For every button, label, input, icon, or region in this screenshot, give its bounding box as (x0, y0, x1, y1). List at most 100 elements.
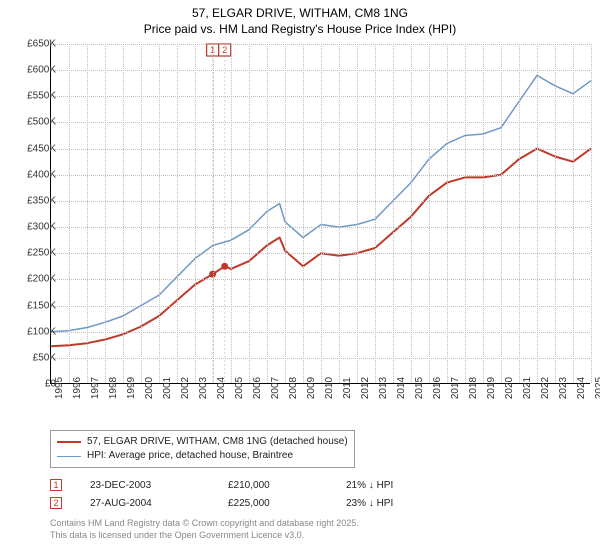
x-tick-label: 2012 (360, 377, 371, 399)
title-block: 57, ELGAR DRIVE, WITHAM, CM8 1NG Price p… (0, 0, 600, 37)
x-tick-label: 2020 (504, 377, 515, 399)
subtitle-line: Price paid vs. HM Land Registry's House … (0, 22, 600, 38)
sale-date: 27-AUG-2004 (90, 498, 200, 509)
x-tick-label: 2017 (450, 377, 461, 399)
x-tick-label: 2010 (324, 377, 335, 399)
x-tick-label: 2025 (594, 377, 600, 399)
x-tick-label: 2008 (288, 377, 299, 399)
x-tick-label: 2003 (198, 377, 209, 399)
legend-swatch (57, 456, 81, 457)
x-tick-label: 1996 (72, 377, 83, 399)
sales-table: 1 23-DEC-2003 £210,000 21% ↓ HPI 2 27-AUG-200… (50, 476, 590, 512)
sale-dot (221, 263, 228, 270)
plot-area: 12 (50, 44, 590, 384)
x-tick-label: 2011 (342, 377, 353, 399)
x-tick-label: 2023 (558, 377, 569, 399)
y-tick-label: £150K (6, 300, 56, 311)
legend-and-footer: 57, ELGAR DRIVE, WITHAM, CM8 1NG (detach… (50, 430, 590, 541)
gridline-vertical (375, 44, 376, 383)
x-tick-label: 2015 (414, 377, 425, 399)
y-tick-label: £0 (6, 379, 56, 390)
legend-label: HPI: Average price, detached house, Brai… (87, 449, 293, 463)
y-tick-label: £200K (6, 274, 56, 285)
y-tick-label: £500K (6, 117, 56, 128)
gridline-vertical (429, 44, 430, 383)
y-tick-label: £50K (6, 352, 56, 363)
sale-index-badge: 2 (50, 497, 62, 509)
sale-price: £210,000 (228, 480, 318, 491)
x-tick-label: 2019 (486, 377, 497, 399)
legend-row: 57, ELGAR DRIVE, WITHAM, CM8 1NG (detach… (57, 435, 348, 449)
y-tick-label: £100K (6, 326, 56, 337)
y-tick-label: £600K (6, 65, 56, 76)
x-tick-label: 1998 (108, 377, 119, 399)
x-tick-label: 1995 (54, 377, 65, 399)
x-tick-label: 2009 (306, 377, 317, 399)
address-line: 57, ELGAR DRIVE, WITHAM, CM8 1NG (0, 6, 600, 22)
y-tick-label: £350K (6, 195, 56, 206)
x-tick-label: 1997 (90, 377, 101, 399)
gridline-vertical (411, 44, 412, 383)
legend-row: HPI: Average price, detached house, Brai… (57, 449, 348, 463)
legend-swatch (57, 441, 81, 443)
footer-line-2: This data is licensed under the Open Gov… (50, 530, 590, 542)
gridline-vertical (213, 44, 214, 383)
x-tick-label: 2014 (396, 377, 407, 399)
x-tick-label: 2021 (522, 377, 533, 399)
legend-box: 57, ELGAR DRIVE, WITHAM, CM8 1NG (detach… (50, 430, 355, 468)
sale-marker-number: 2 (222, 45, 227, 55)
gridline-vertical (465, 44, 466, 383)
gridline-vertical (141, 44, 142, 383)
gridline-vertical (249, 44, 250, 383)
y-tick-label: £250K (6, 248, 56, 259)
footer-attribution: Contains HM Land Registry data © Crown c… (50, 518, 590, 541)
sale-delta: 21% ↓ HPI (346, 480, 393, 491)
x-tick-label: 1999 (126, 377, 137, 399)
sale-row: 2 27-AUG-2004 £225,000 23% ↓ HPI (50, 494, 590, 512)
gridline-vertical (537, 44, 538, 383)
legend-label: 57, ELGAR DRIVE, WITHAM, CM8 1NG (detach… (87, 435, 348, 449)
gridline-vertical (573, 44, 574, 383)
sale-delta: 23% ↓ HPI (346, 498, 393, 509)
gridline-vertical (339, 44, 340, 383)
gridline-vertical (303, 44, 304, 383)
x-tick-label: 2001 (162, 377, 173, 399)
gridline-vertical (483, 44, 484, 383)
gridline-vertical (591, 44, 592, 383)
gridline-vertical (231, 44, 232, 383)
footer-line-1: Contains HM Land Registry data © Crown c… (50, 518, 590, 530)
gridline-vertical (285, 44, 286, 383)
gridline-vertical (195, 44, 196, 383)
x-tick-label: 2016 (432, 377, 443, 399)
y-tick-label: £450K (6, 143, 56, 154)
gridline-vertical (501, 44, 502, 383)
y-tick-label: £400K (6, 169, 56, 180)
chart-container: 57, ELGAR DRIVE, WITHAM, CM8 1NG Price p… (0, 0, 600, 560)
x-tick-label: 2024 (576, 377, 587, 399)
x-tick-label: 2006 (252, 377, 263, 399)
gridline-vertical (105, 44, 106, 383)
y-tick-label: £650K (6, 39, 56, 50)
sale-index-badge: 1 (50, 479, 62, 491)
x-tick-label: 2013 (378, 377, 389, 399)
gridline-vertical (357, 44, 358, 383)
sale-row: 1 23-DEC-2003 £210,000 21% ↓ HPI (50, 476, 590, 494)
x-tick-label: 2007 (270, 377, 281, 399)
gridline-vertical (267, 44, 268, 383)
gridline-vertical (555, 44, 556, 383)
x-tick-label: 2000 (144, 377, 155, 399)
sale-date: 23-DEC-2003 (90, 480, 200, 491)
y-tick-label: £550K (6, 91, 56, 102)
gridline-vertical (87, 44, 88, 383)
gridline-vertical (519, 44, 520, 383)
x-tick-label: 2018 (468, 377, 479, 399)
gridline-vertical (177, 44, 178, 383)
gridline-vertical (69, 44, 70, 383)
y-tick-label: £300K (6, 222, 56, 233)
gridline-vertical (393, 44, 394, 383)
x-tick-label: 2022 (540, 377, 551, 399)
gridline-vertical (159, 44, 160, 383)
x-tick-label: 2004 (216, 377, 227, 399)
gridline-vertical (123, 44, 124, 383)
sale-price: £225,000 (228, 498, 318, 509)
